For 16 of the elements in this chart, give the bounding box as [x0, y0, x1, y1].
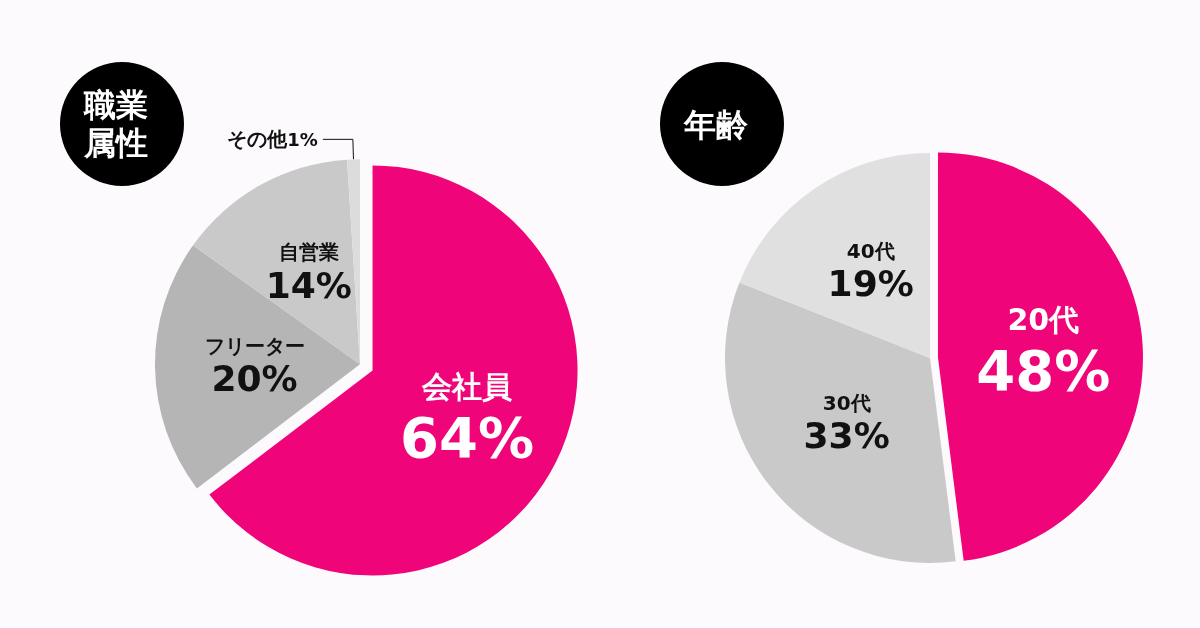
data-label: 14% — [265, 264, 352, 306]
data-label: 19% — [827, 263, 914, 305]
slice-label: 40代 — [846, 238, 895, 263]
chart-title: 年齢 — [683, 106, 748, 144]
data-label: 64% — [400, 404, 535, 470]
slice-label: フリーター — [204, 333, 305, 358]
data-label: 20% — [211, 358, 298, 400]
slice-label: 30代 — [822, 390, 871, 415]
slice-label: 会社員 — [421, 368, 513, 404]
slice-label: 自営業 — [278, 240, 339, 265]
data-label: 33% — [803, 415, 890, 457]
data-label: 1% — [287, 128, 318, 150]
slice-label: 20代 — [1007, 302, 1080, 338]
slice-label: その他 — [227, 127, 289, 152]
data-label: 48% — [976, 338, 1111, 404]
chart-title: 職業属性 — [83, 86, 148, 162]
